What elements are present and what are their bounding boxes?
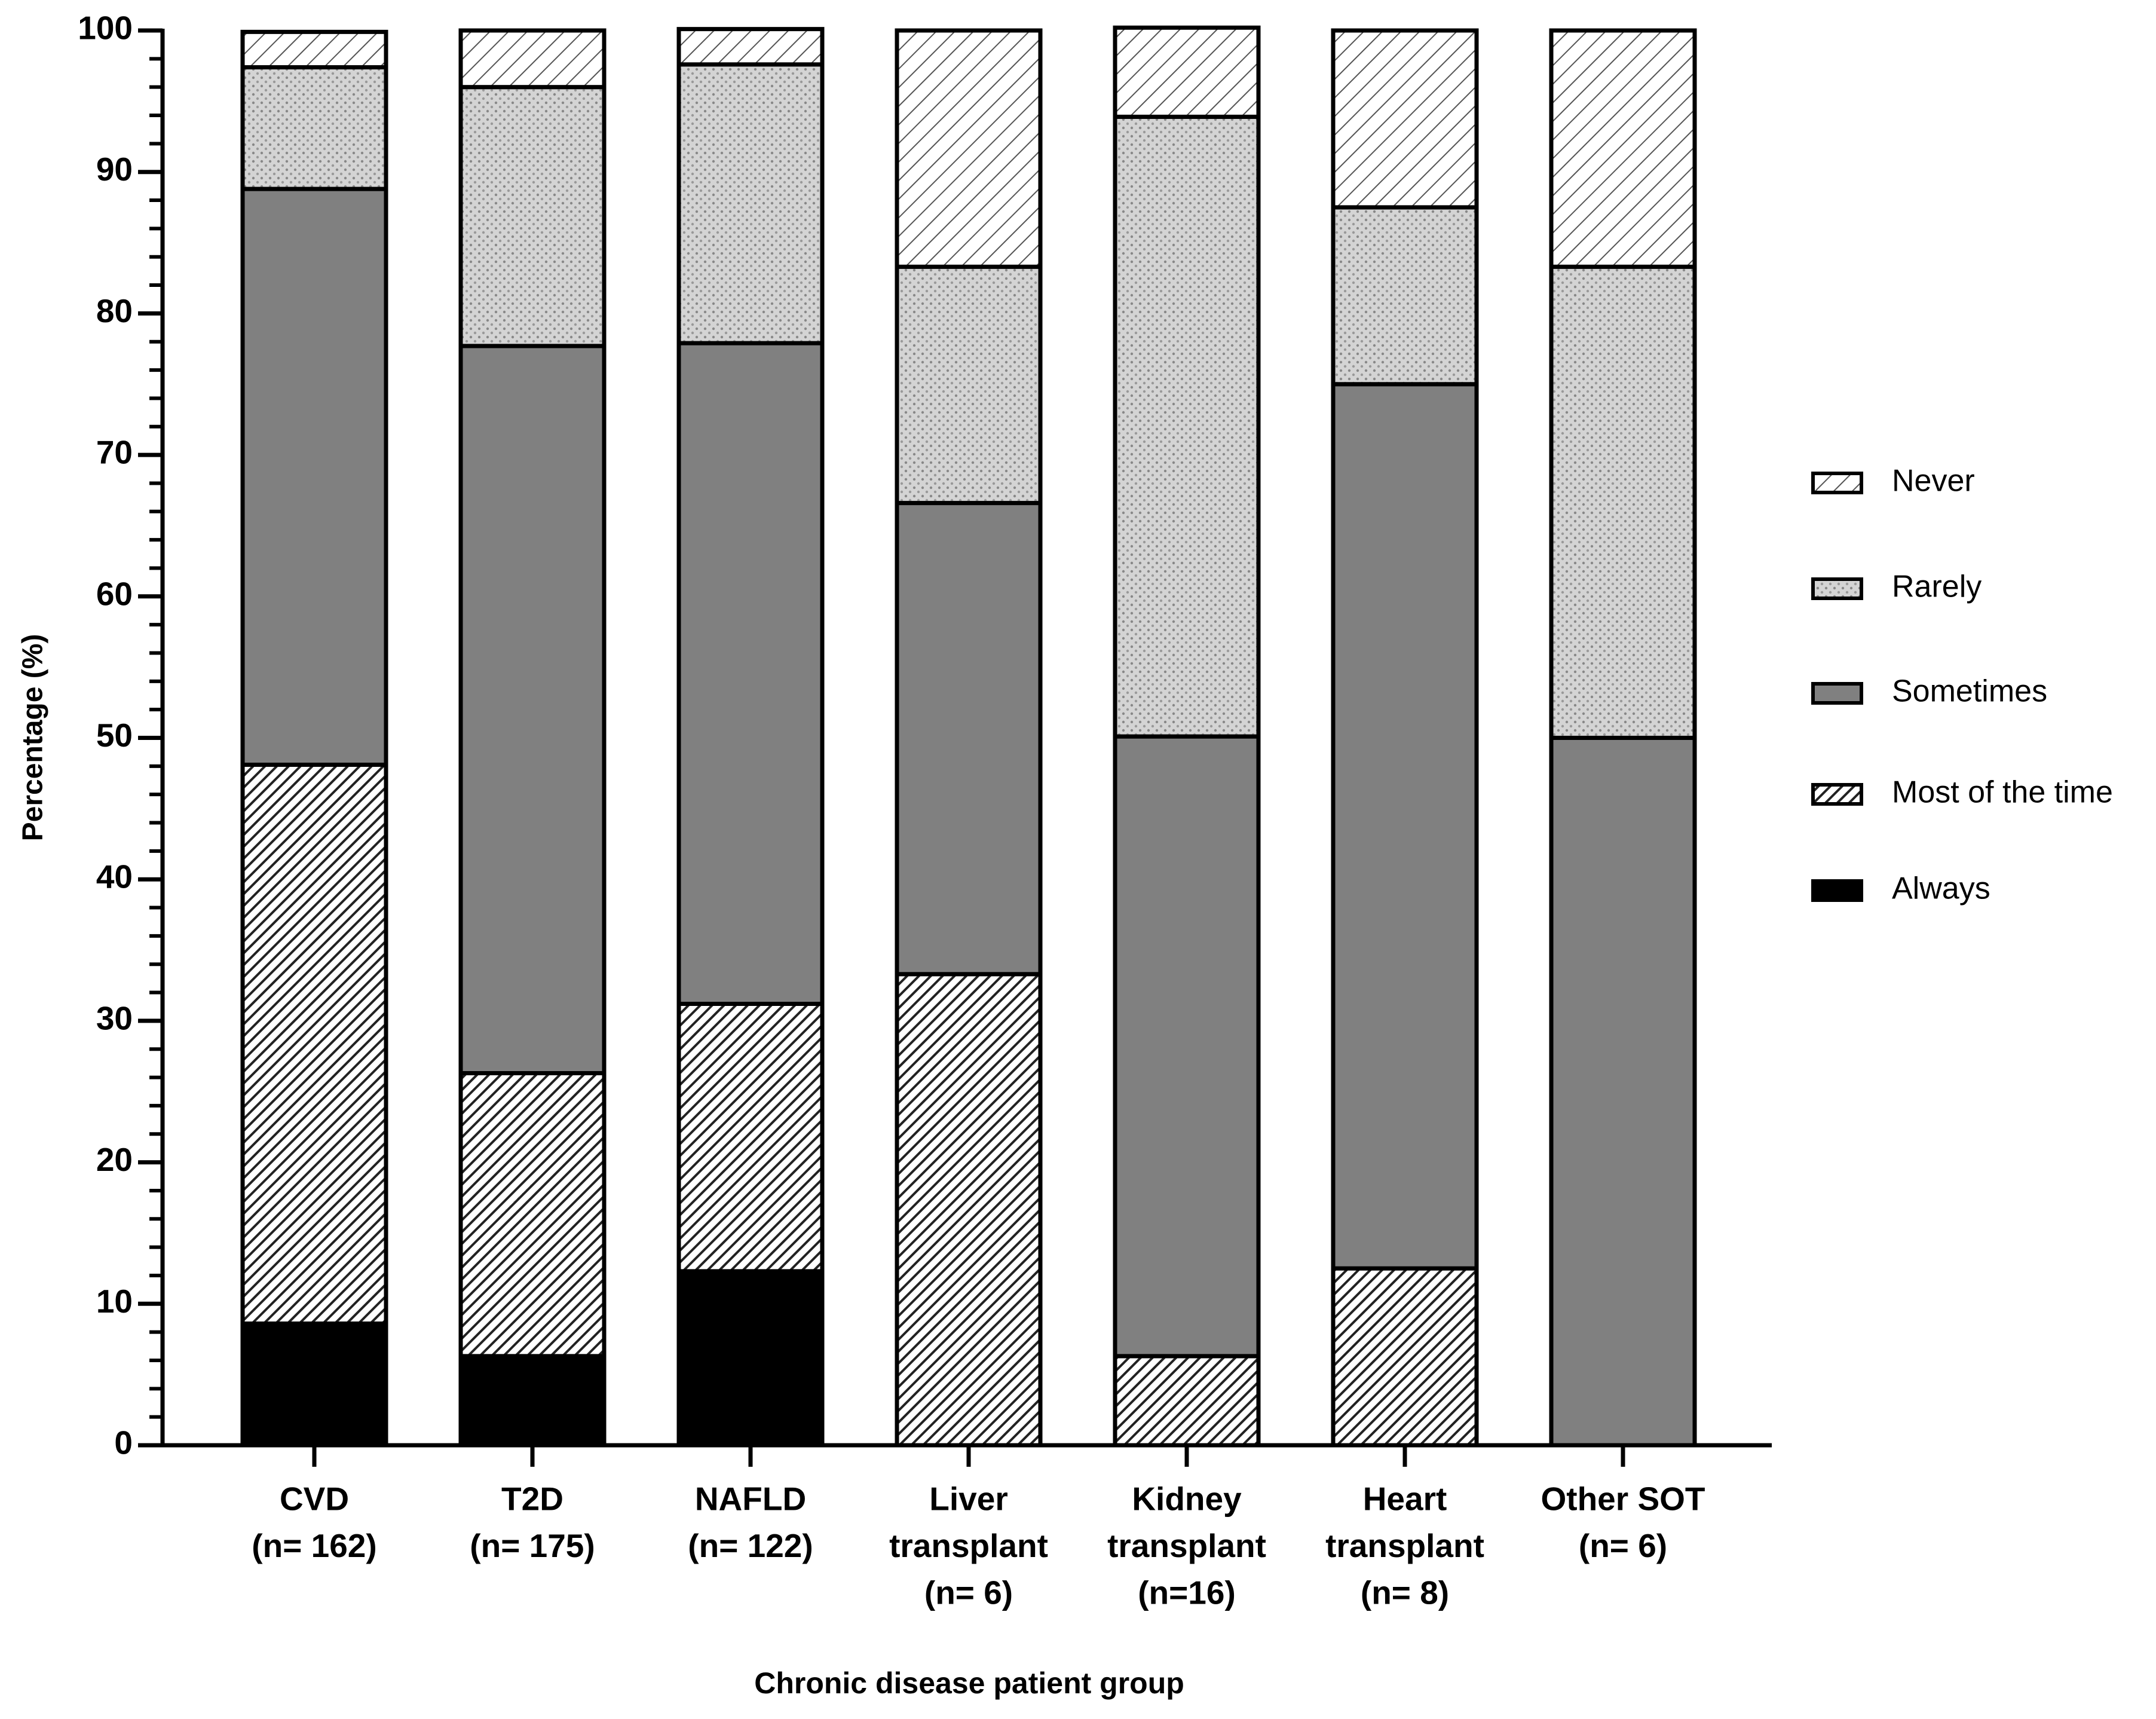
bar-segment [458, 1354, 607, 1448]
y-tick-label: 60 [96, 575, 133, 612]
legend-swatch [1811, 577, 1863, 600]
y-tick-label: 20 [96, 1141, 133, 1178]
legend-swatch [1811, 879, 1863, 902]
y-tick-label: 70 [96, 434, 133, 471]
x-tick-label: T2D [501, 1481, 564, 1518]
bar-segment [1331, 205, 1479, 387]
bar-segment [1549, 736, 1697, 1448]
bar-segment [240, 762, 388, 1326]
bar-segment [676, 341, 825, 1006]
bar-segment [895, 501, 1043, 977]
x-tick-label: Kidney [1132, 1481, 1242, 1518]
bar-segment [676, 27, 825, 67]
bar-segment [458, 85, 607, 348]
y-tick-label: 80 [96, 292, 133, 329]
bar-segment [1113, 734, 1261, 1359]
y-tick-label: 10 [96, 1283, 133, 1320]
bar-segment [458, 28, 607, 90]
x-tick-label: Heart [1363, 1481, 1447, 1518]
bar-segment [1549, 28, 1697, 269]
y-tick-label: 30 [96, 999, 133, 1036]
legend-label: Most of the time [1892, 775, 2113, 810]
legend-label: Sometimes [1892, 674, 2047, 709]
legend-label: Always [1892, 871, 1990, 906]
legend-swatch [1811, 682, 1863, 705]
x-tick-label: transplant [1107, 1527, 1266, 1564]
x-tick-label: (n= 122) [688, 1527, 813, 1564]
bar-segment [895, 28, 1043, 269]
legend-swatch [1811, 783, 1863, 806]
y-tick-label: 100 [78, 10, 133, 47]
x-tick-label: transplant [1325, 1527, 1484, 1564]
legend-swatch [1811, 472, 1863, 494]
bar-segment [240, 65, 388, 191]
y-tick-label: 50 [96, 717, 133, 754]
bar-segment [676, 62, 825, 345]
x-axis-title: Chronic disease patient group [754, 1666, 1184, 1700]
bar-segment [1331, 1266, 1479, 1448]
x-tick-label: (n= 6) [924, 1574, 1013, 1611]
x-tick-label: (n=16) [1138, 1574, 1236, 1611]
bar-segment [676, 1001, 825, 1274]
bar-segment [676, 1269, 825, 1448]
bar-segment [458, 344, 607, 1075]
x-tick-label: Liver [929, 1481, 1007, 1518]
bar-segment [1331, 28, 1479, 210]
bar-segment [1113, 1354, 1261, 1448]
x-tick-label: NAFLD [695, 1481, 806, 1518]
bar-segment [240, 186, 388, 767]
bar-segment [1331, 382, 1479, 1271]
bar-segment [1549, 264, 1697, 740]
legend-label: Rarely [1892, 570, 1982, 604]
bar-segment [240, 29, 388, 70]
x-tick-label: (n= 162) [252, 1527, 376, 1564]
x-tick-label: Other SOT [1541, 1481, 1705, 1518]
bar-segment [1113, 25, 1261, 119]
y-tick-label: 0 [114, 1424, 133, 1461]
x-tick-label: transplant [889, 1527, 1048, 1564]
x-tick-label: (n= 175) [470, 1527, 595, 1564]
y-axis-title: Percentage (%) [17, 634, 49, 842]
y-tick-label: 90 [96, 151, 133, 188]
x-tick-label: CVD [280, 1481, 349, 1518]
bar-segment [895, 264, 1043, 506]
bar-segment [1113, 114, 1261, 739]
x-tick-label: (n= 6) [1579, 1527, 1667, 1564]
bar-segment [895, 972, 1043, 1448]
y-tick-label: 40 [96, 858, 133, 895]
x-tick-label: (n= 8) [1361, 1574, 1449, 1611]
bar-segment [458, 1070, 607, 1359]
legend-label: Never [1892, 464, 1975, 498]
bar-segment [240, 1321, 388, 1448]
